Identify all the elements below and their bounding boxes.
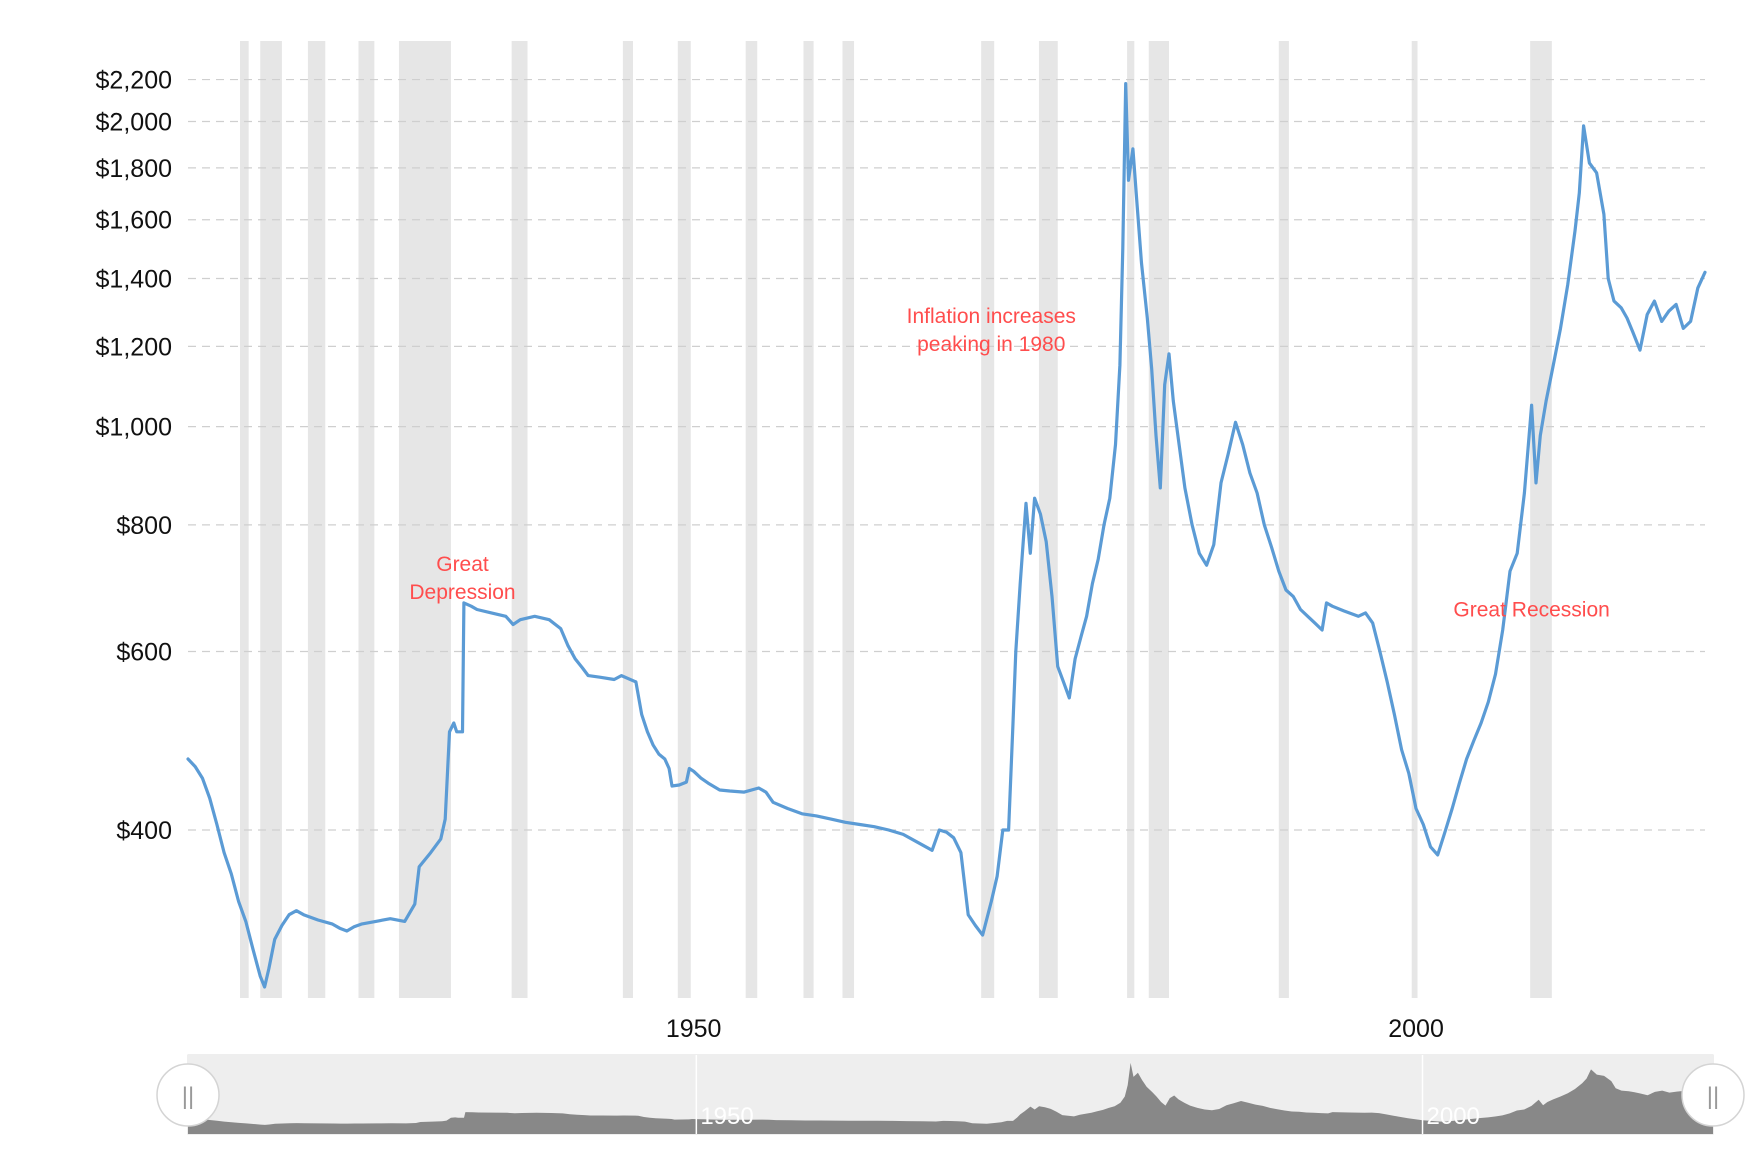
annotation-label: Great Depression [409, 553, 515, 604]
right-handle-grip-icon: || [1707, 1083, 1719, 1110]
recession-band [511, 41, 528, 998]
price-line[interactable] [186, 82, 1707, 989]
navigator-left-handle[interactable]: || [156, 1063, 220, 1127]
x-tick-label: 1950 [666, 1015, 722, 1043]
recession-band [1038, 41, 1058, 998]
recession-band [677, 41, 691, 998]
x-tick-label: 2000 [1388, 1015, 1444, 1043]
recession-band [803, 41, 814, 998]
recession-band [622, 41, 633, 998]
recession-band [1278, 41, 1289, 998]
recession-band [842, 41, 855, 998]
recession-band [981, 41, 995, 998]
left-handle-grip-icon: || [182, 1083, 194, 1110]
y-tick-label: $2,000 [96, 109, 172, 137]
y-tick-label: $400 [116, 817, 172, 845]
navigator-right-handle[interactable]: || [1681, 1063, 1745, 1127]
y-tick-label: $600 [116, 639, 172, 667]
navigator-ticks: 1950 2000 [695, 1055, 1480, 1134]
recession-band [240, 41, 249, 998]
y-tick-label: $2,200 [96, 67, 172, 95]
recession-band [358, 41, 375, 998]
recession-band [307, 41, 326, 998]
y-axis: $400 $600 $800 $1,000 $1,200 $1,400 $1,600 $1,8… [96, 67, 172, 845]
annotation-line: peaking in 1980 [917, 333, 1065, 356]
y-tick-label: $1,400 [96, 266, 172, 294]
recession-band [260, 41, 282, 998]
annotations: Great Depression Inflation increases peakin… [409, 305, 1609, 621]
annotation-label: Great Recession [1453, 598, 1609, 621]
navigator-tick-label: 1950 [700, 1103, 753, 1130]
y-tick-label: $1,000 [96, 414, 172, 442]
gridlines [188, 78, 1705, 831]
annotation-line: Inflation increases [907, 305, 1076, 328]
recession-band [398, 41, 451, 998]
annotation-line: Great [436, 553, 489, 576]
y-tick-label: $1,200 [96, 333, 172, 361]
y-tick-label: $1,800 [96, 155, 172, 183]
recession-band [1530, 41, 1552, 998]
range-navigator[interactable]: 1950 2000 || || [156, 1054, 1745, 1135]
recession-band [1148, 41, 1169, 998]
y-tick-label: $800 [116, 512, 172, 540]
navigator-tick-label: 2000 [1427, 1103, 1480, 1130]
recession-band [745, 41, 758, 998]
y-tick-label: $1,600 [96, 207, 172, 235]
annotation-label: Inflation increases peaking in 1980 [907, 305, 1076, 356]
recession-band [1411, 41, 1418, 998]
annotation-line: Depression [409, 581, 515, 604]
recession-band [1127, 41, 1135, 998]
navigator-area [188, 1062, 1713, 1134]
x-axis: 1950 2000 [666, 1015, 1444, 1043]
annotation-line: Great Recession [1453, 598, 1609, 621]
